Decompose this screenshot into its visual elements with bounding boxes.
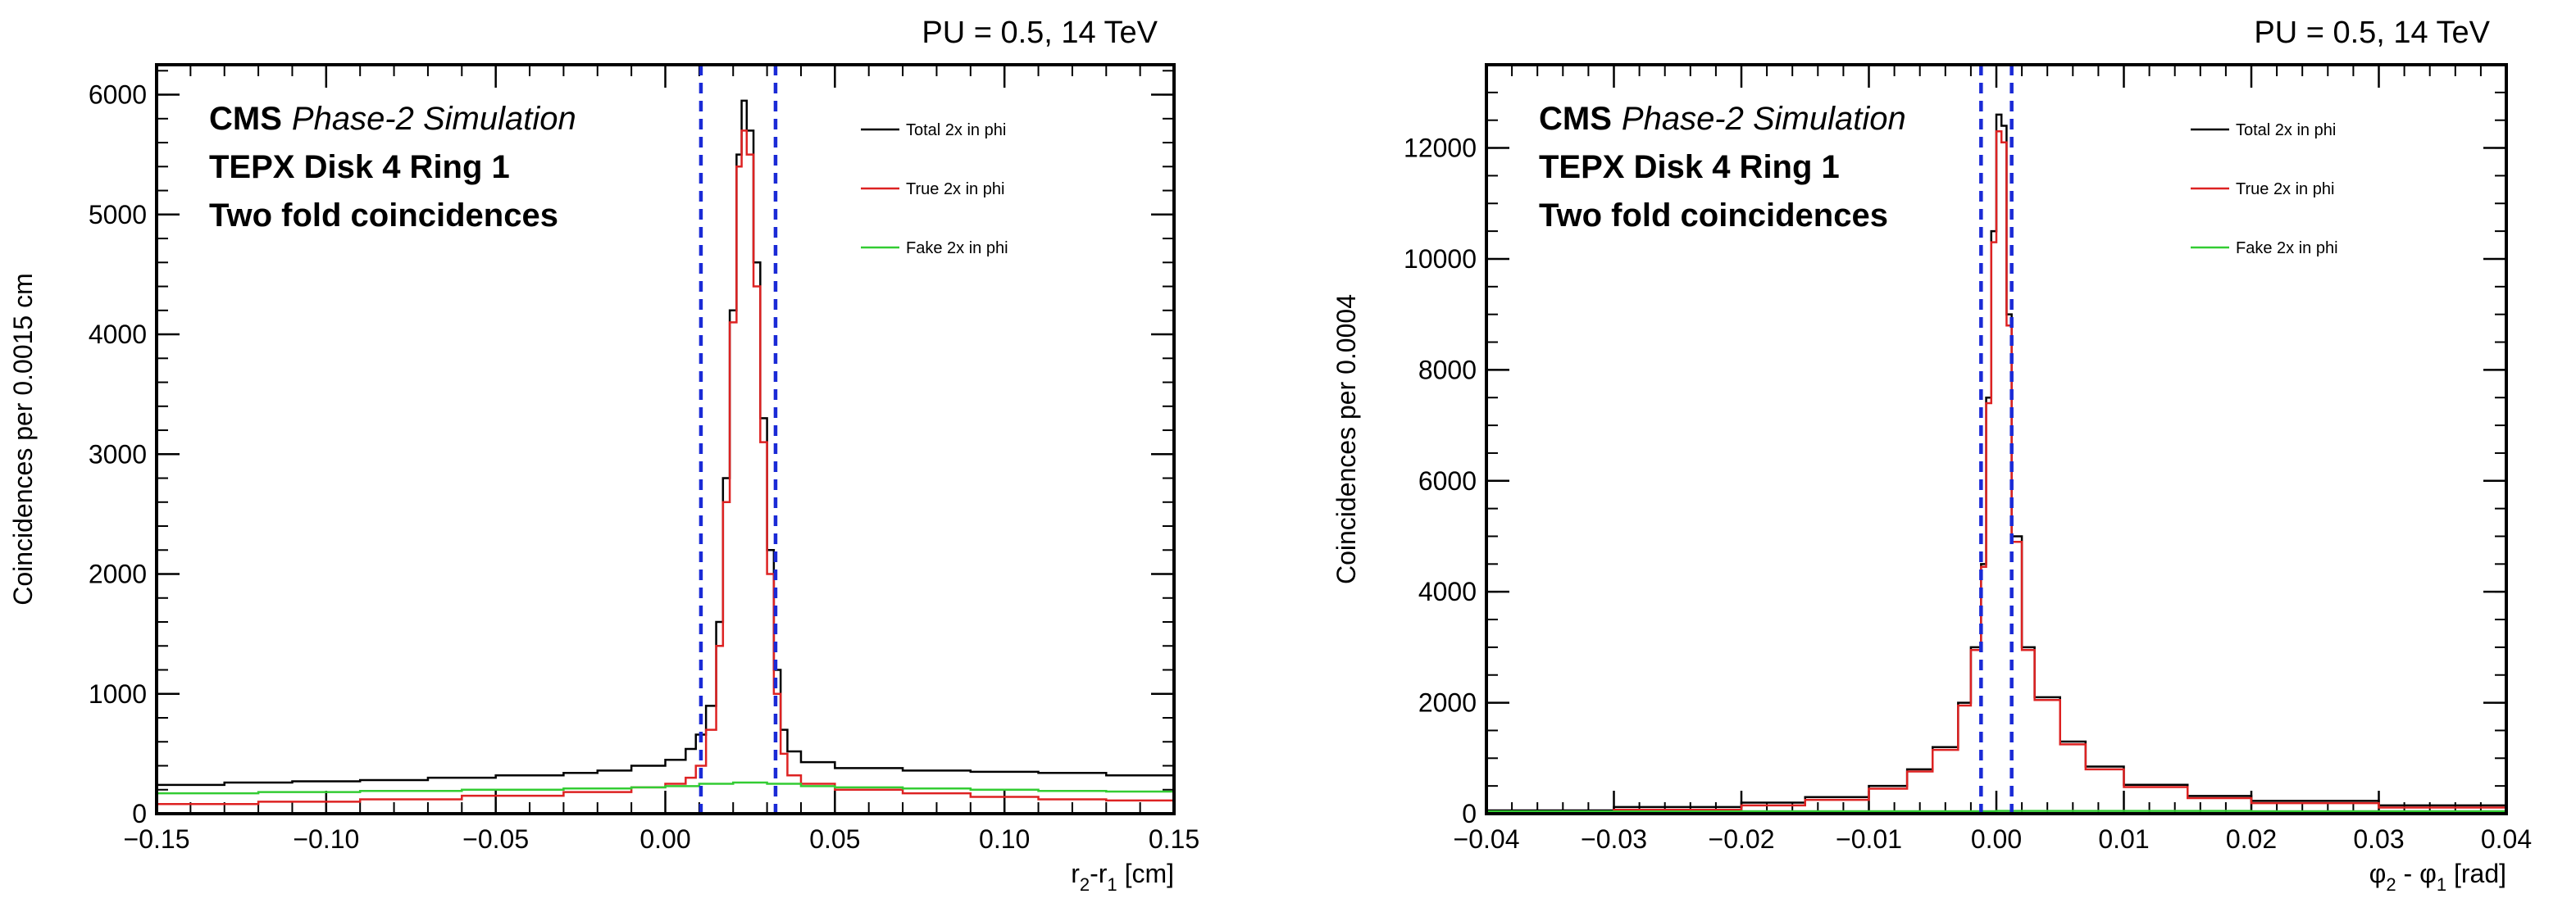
chart-1-x-tick-label: 0.03 — [2353, 824, 2404, 854]
chart-1-x-axis-title: φ2 - φ1 [rad] — [2369, 859, 2506, 895]
chart-1-x-tick-label: 0.02 — [2226, 824, 2277, 854]
chart-0-y-tick-label: 6000 — [89, 80, 147, 110]
chart-0-x-tick-label: −0.15 — [124, 824, 190, 854]
chart-1-x-tick-label: −0.01 — [1836, 824, 1902, 854]
chart-1-selection-label: Two fold coincidences — [1539, 197, 1888, 234]
chart-0-y-tick-label: 3000 — [89, 439, 147, 469]
chart-1-legend-entry: Total 2x in phi — [2236, 121, 2336, 139]
chart-0-series-1 — [157, 129, 1176, 805]
chart-1-detector-label: TEPX Disk 4 Ring 1 — [1539, 149, 1840, 185]
chart-0-legend-entry: Fake 2x in phi — [906, 239, 1008, 257]
chart-0-y-tick-label: 2000 — [89, 560, 147, 589]
chart-1-y-tick-label: 6000 — [1418, 466, 1477, 496]
chart-1-title: PU = 0.5, 14 TeV — [2254, 16, 2490, 50]
chart-0-x-axis-title: r2-r1 [cm] — [1071, 859, 1174, 895]
chart-0-x-tick-label: −0.10 — [293, 824, 359, 854]
chart-0-y-tick-label: 5000 — [89, 200, 147, 229]
chart-1-y-tick-label: 0 — [1462, 799, 1477, 828]
chart-1-legend-entry: Fake 2x in phi — [2236, 239, 2338, 257]
chart-1-y-axis-title: Coincidences per 0.0004 — [1331, 294, 1361, 584]
chart-0-detector-label: TEPX Disk 4 Ring 1 — [209, 149, 510, 185]
chart-1-y-tick-label: 4000 — [1418, 577, 1477, 606]
chart-1-x-tick-label: 0.01 — [2098, 824, 2149, 854]
chart-0-title: PU = 0.5, 14 TeV — [922, 16, 1158, 50]
chart-panel-right: −0.04 −0.03 −0.02 −0.01 0.00 0.01 0.02 0.03 0.04… — [1331, 16, 2532, 895]
chart-1-x-tick-label: −0.04 — [1454, 824, 1520, 854]
chart-0-x-tick-label: −0.05 — [462, 824, 529, 854]
chart-1-legend-entry: True 2x in phi — [2236, 180, 2334, 198]
chart-0-y-axis-title: Coincidences per 0.0015 cm — [8, 273, 38, 606]
chart-0-x-tick-label: 0.05 — [809, 824, 860, 854]
chart-0-y-tick-label: 1000 — [89, 679, 147, 709]
chart-0-x-tick-label: 0.00 — [639, 824, 690, 854]
chart-0-y-tick-label: 4000 — [89, 320, 147, 349]
chart-0-y-tick-label: 0 — [132, 799, 147, 828]
chart-1-x-tick-label: 0.00 — [1971, 824, 2022, 854]
chart-0-legend-entry: True 2x in phi — [906, 180, 1004, 198]
chart-1-series-2 — [1486, 810, 2508, 813]
chart-0-frame — [155, 63, 1176, 815]
chart-1-x-tick-label: 0.04 — [2481, 824, 2532, 854]
chart-0-x-tick-label: 0.15 — [1149, 824, 1199, 854]
chart-1-x-tick-label: −0.02 — [1709, 824, 1775, 854]
chart-0-x-tick-label: 0.10 — [979, 824, 1030, 854]
chart-1-frame — [1485, 63, 2508, 815]
chart-0-series-2 — [157, 781, 1176, 795]
chart-0-legend-entry: Total 2x in phi — [906, 121, 1006, 139]
chart-1-y-tick-label: 12000 — [1404, 134, 1477, 163]
chart-1-y-tick-label: 8000 — [1418, 355, 1477, 384]
chart-panel-left: −0.15 −0.10 −0.05 0.00 0.05 0.10 0.15 0 1000 2000… — [8, 16, 1199, 895]
chart-1-series-1 — [1486, 129, 2508, 814]
chart-0-selection-label: Two fold coincidences — [209, 197, 558, 234]
chart-1-y-tick-label: 10000 — [1404, 244, 1477, 274]
chart-0-cms-label: CMS Phase-2 Simulation — [209, 101, 576, 137]
chart-1-x-tick-label: −0.03 — [1581, 824, 1647, 854]
chart-1-cms-label: CMS Phase-2 Simulation — [1539, 101, 1906, 137]
chart-1-y-tick-label: 2000 — [1418, 688, 1477, 718]
